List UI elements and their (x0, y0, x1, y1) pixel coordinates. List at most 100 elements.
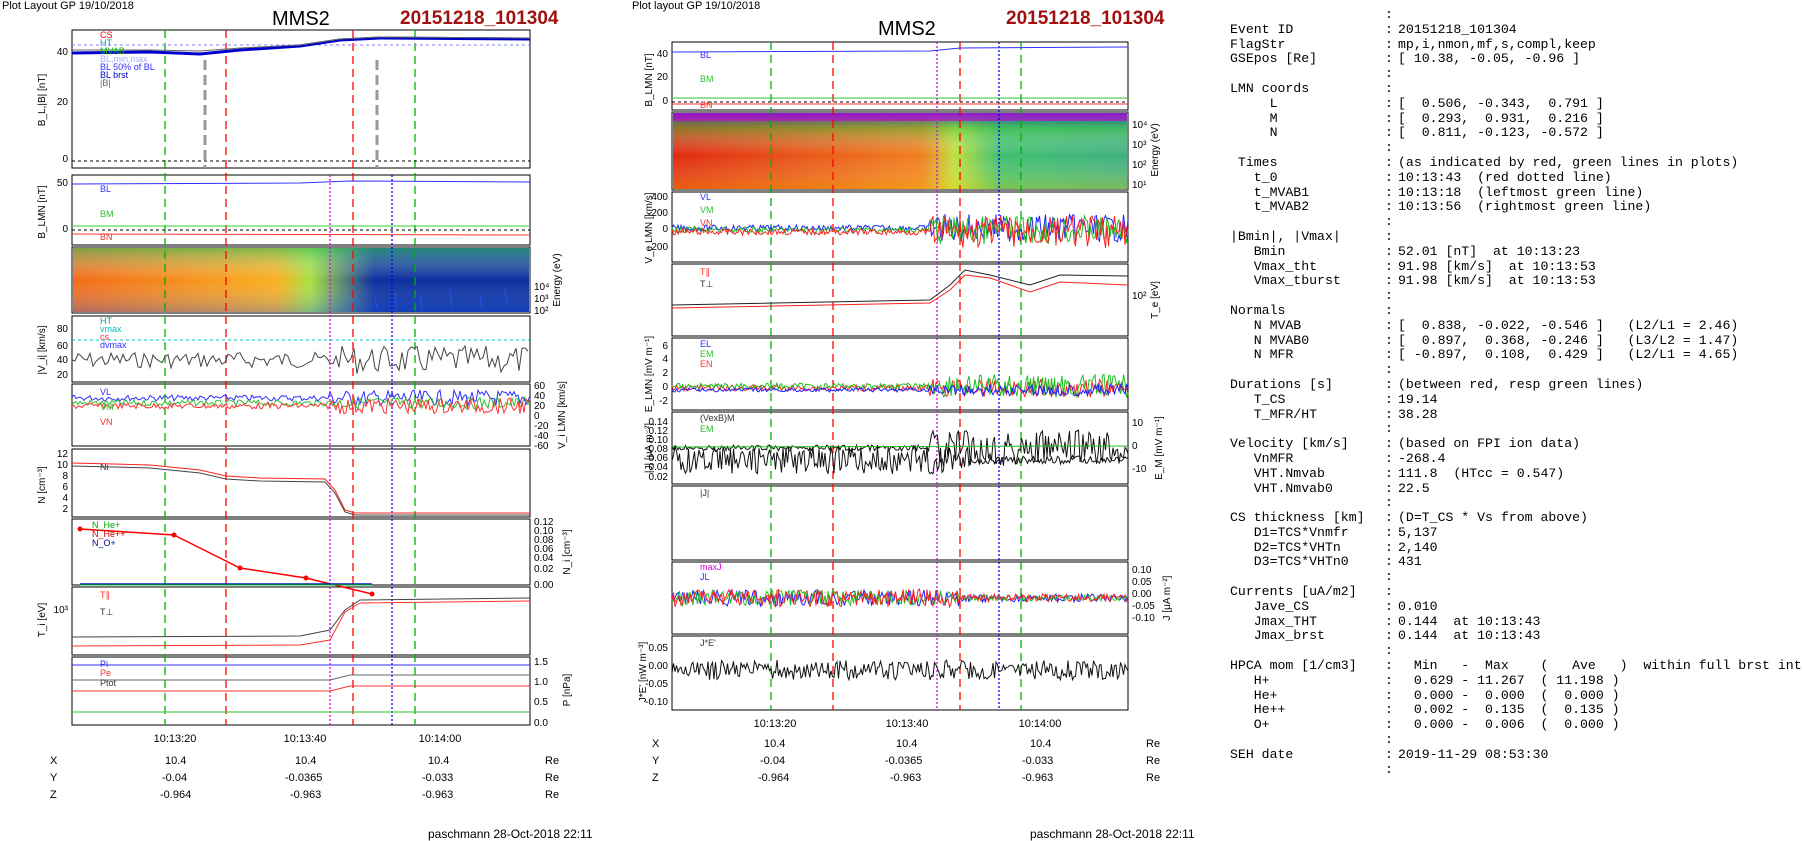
svg-text:V_i LMN [km/s]: V_i LMN [km/s] (557, 381, 568, 449)
svg-text:J*E': J*E' (700, 638, 716, 648)
summary-key: t_MVAB1 (1230, 184, 1310, 200)
summary-value: 0.010 (1398, 598, 1438, 614)
svg-text:1.0: 1.0 (534, 677, 548, 688)
svg-text:0.00: 0.00 (534, 580, 554, 591)
summary-row: Normals: (1230, 302, 1802, 319)
summary-key (1230, 289, 1385, 304)
panel-blmn-frame (71, 174, 531, 246)
svg-text:0.00: 0.00 (1132, 589, 1152, 600)
svg-text:maxJ: maxJ (700, 562, 722, 572)
summary-key: M (1230, 110, 1278, 126)
summary-row: FlagStr: mp,i,nmon,mf,s,compl,keep (1230, 36, 1802, 53)
svg-text:EM: EM (700, 424, 714, 434)
svg-text:N_i [cm⁻³]: N_i [cm⁻³] (562, 529, 573, 575)
svg-text:BL,min,max: BL,min,max (100, 54, 148, 64)
summary-key: VnMFR (1230, 450, 1294, 466)
svg-text:0: 0 (662, 224, 668, 235)
summary-row: Vmax_tht:91.98 [km/s] at 10:13:53 (1230, 259, 1802, 275)
svg-text:BM: BM (100, 209, 114, 219)
summary-colon: : (1385, 66, 1393, 82)
summary-key: T_CS (1230, 391, 1286, 407)
summary-colon: : (1385, 450, 1393, 466)
svg-text:-0.05: -0.05 (1132, 601, 1155, 612)
svg-text:20: 20 (657, 72, 669, 83)
summary-colon: : (1385, 273, 1393, 289)
summary-colon: : (1385, 362, 1393, 378)
summary-key: Times (1230, 154, 1278, 170)
summary-key: Normals (1230, 302, 1286, 318)
summary-colon: : (1385, 302, 1393, 318)
summary-key: t_MVAB2 (1230, 199, 1310, 215)
summary-value: 0.144 at 10:13:43 (1398, 628, 1541, 644)
svg-text:0: 0 (62, 224, 68, 235)
left-plot-figure: 40 20 0 50 0 80 60 40 20 12 10 8 6 4 2 1… (37, 29, 573, 745)
summary-key: FlagStr (1230, 36, 1286, 52)
summary-key: H+ (1230, 672, 1270, 688)
summary-colon: : (1385, 376, 1393, 392)
summary-row: Jmax_THT:0.144 at 10:13:43 (1230, 613, 1802, 630)
svg-text:Pe: Pe (100, 668, 111, 678)
summary-colon: : (1385, 613, 1393, 629)
svg-text:Ni: Ni (100, 462, 109, 472)
summary-key (1230, 67, 1385, 82)
svg-text:-40: -40 (534, 431, 549, 442)
summary-key: Durations [s] (1230, 376, 1333, 392)
summary-value: 10:13:18 (leftmost green line) (1398, 184, 1644, 200)
summary-key: D3=TCS*VHTn0 (1230, 554, 1349, 570)
summary-row: : (1230, 643, 1802, 659)
summary-value: (as indicated by red, green lines in plo… (1398, 154, 1739, 170)
svg-text:0.08: 0.08 (649, 444, 669, 455)
summary-row: Jave_CS:0.010 (1230, 598, 1802, 615)
summary-key: N (1230, 125, 1278, 141)
summary-colon: : (1385, 569, 1393, 585)
summary-row: Velocity [km/s]: (based on FPI ion data) (1230, 436, 1802, 452)
left-plot-header: Plot Layout GP 19/10/2018 (2, 0, 134, 12)
summary-row: D2=TCS*VHTn:2,140 (1230, 539, 1802, 556)
svg-text:60: 60 (57, 341, 69, 352)
svg-text:1.5: 1.5 (534, 657, 548, 668)
summary-key: He++ (1230, 702, 1286, 718)
svg-text:Ptot: Ptot (100, 678, 117, 688)
summary-colon: : (1385, 687, 1393, 703)
svg-text:0.10: 0.10 (534, 526, 554, 537)
summary-row: D1=TCS*Vnmfr:5,137 (1230, 524, 1802, 541)
summary-key (1230, 644, 1385, 659)
summary-value: 10:13:43 (red dotted line) (1398, 169, 1612, 185)
summary-key: N MVAB0 (1230, 332, 1310, 348)
summary-colon: : (1385, 214, 1393, 230)
summary-colon: : (1385, 524, 1393, 540)
summary-key (1230, 215, 1385, 230)
summary-key: N MFR (1230, 347, 1294, 363)
summary-colon: : (1385, 598, 1393, 614)
summary-row: He+: 0.000 - 0.000 ( 0.000 ) (1230, 687, 1802, 704)
summary-row: VnMFR: -268.4 (1230, 450, 1802, 467)
summary-key (1230, 763, 1385, 778)
summary-row: : (1230, 7, 1802, 23)
summary-value: 22.5 (1398, 480, 1430, 496)
summary-colon: : (1385, 495, 1393, 511)
summary-key (1230, 141, 1385, 156)
svg-text:N_He+: N_He+ (92, 520, 120, 530)
summary-colon: : (1385, 554, 1393, 570)
summary-colon: : (1385, 154, 1393, 170)
summary-value: -268.4 (1398, 450, 1446, 466)
svg-text:CS: CS (100, 30, 113, 40)
svg-text:vmax: vmax (100, 324, 122, 334)
summary-colon: : (1385, 539, 1393, 555)
summary-row: t_MVAB1:10:13:18 (leftmost green line) (1230, 184, 1802, 201)
summary-row: N MFR: [ -0.897, 0.108, 0.429 ] (L2/L1 = … (1230, 348, 1802, 363)
svg-text:-60: -60 (534, 441, 549, 452)
summary-value: Min - Max ( Ave ) within full brst int (1398, 658, 1802, 674)
svg-text:80: 80 (57, 324, 69, 335)
svg-text:(VexB)M: (VexB)M (700, 413, 735, 423)
svg-text:0: 0 (662, 382, 668, 393)
svg-text:20: 20 (57, 370, 69, 381)
left-spacecraft-title: MMS2 (272, 8, 330, 30)
summary-value: 91.98 [km/s] at 10:13:53 (1398, 273, 1596, 289)
summary-key: D2=TCS*VHTn (1230, 539, 1341, 555)
svg-text:0.10: 0.10 (649, 435, 669, 446)
middle-plot-header: Plot layout GP 19/10/2018 (632, 0, 761, 12)
svg-text:VL: VL (700, 192, 711, 202)
svg-text:-0.10: -0.10 (645, 697, 668, 708)
svg-text:0.12: 0.12 (649, 426, 669, 437)
